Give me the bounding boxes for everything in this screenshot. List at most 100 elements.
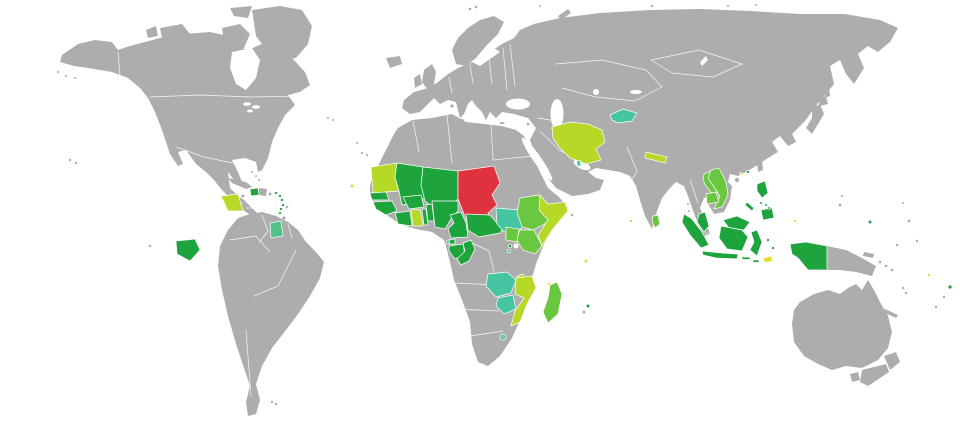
- region-suriname: [269, 220, 284, 239]
- country-borders: [117, 43, 743, 397]
- region-indonesia-lesser-sunda: [752, 259, 760, 263]
- island-dot: [727, 5, 729, 7]
- island-dot: [74, 161, 78, 165]
- border-line: [245, 329, 252, 397]
- border-line: [537, 117, 557, 122]
- border-line: [492, 155, 535, 161]
- island-dot: [650, 4, 654, 8]
- island-dot: [755, 4, 757, 6]
- region-ghana: [410, 208, 424, 227]
- region-hong-kong: [746, 170, 750, 174]
- island-dot: [838, 203, 842, 207]
- island-dot: [895, 243, 899, 247]
- island-dot: [468, 7, 472, 11]
- landmass-south-america: [218, 212, 324, 416]
- island-dot: [901, 286, 905, 290]
- border-line: [229, 235, 271, 253]
- region-mauritania: [370, 162, 400, 194]
- island-dot: [934, 305, 938, 309]
- great-lake: [252, 105, 260, 109]
- island-dot: [884, 264, 888, 268]
- border-line: [490, 123, 494, 161]
- region-cote-divoire: [394, 210, 413, 227]
- region-micronesia: [867, 219, 873, 225]
- region-saint-kitts: [274, 191, 278, 195]
- lakes-and-seas: [230, 48, 708, 249]
- border-line: [555, 59, 663, 102]
- island-dot: [327, 117, 329, 119]
- region-rwanda: [507, 243, 513, 249]
- papua-new-guinea: [827, 246, 876, 276]
- region-indonesia-maluku: [771, 246, 775, 250]
- island-dot: [255, 175, 257, 177]
- island-dot: [499, 122, 505, 124]
- region-indonesia-sumatra: [681, 213, 710, 249]
- island-dot: [258, 179, 260, 181]
- region-somalia: [537, 194, 569, 247]
- landmass-eurasia: [402, 9, 898, 236]
- baltic-sea: [472, 48, 500, 66]
- island-dot: [57, 71, 59, 73]
- landmass-greenland: [252, 6, 312, 60]
- region-burkina-faso: [402, 194, 425, 210]
- japan-sakhalin: [806, 76, 830, 134]
- island-dot: [241, 194, 245, 198]
- black-sea: [506, 98, 530, 110]
- island-dot: [460, 119, 464, 123]
- caribbean-gray-islands: [228, 178, 267, 196]
- tasmania: [850, 372, 860, 382]
- island-dot: [282, 216, 286, 220]
- region-nigeria: [431, 200, 459, 230]
- border-line: [626, 146, 638, 184]
- region-palau: [793, 219, 797, 223]
- region-senegal: [369, 191, 390, 201]
- region-nicaragua: [220, 193, 244, 212]
- island-dot: [570, 213, 574, 217]
- border-line: [446, 114, 453, 164]
- region-mauritius: [585, 303, 591, 309]
- island-dot: [890, 268, 894, 272]
- island-dot: [450, 104, 454, 108]
- region-timor-leste: [762, 255, 774, 264]
- border-line: [287, 223, 293, 239]
- region-qatar: [576, 159, 582, 167]
- region-cape-verde: [349, 183, 355, 189]
- border-line: [689, 179, 699, 204]
- minor-gray-islands: [57, 4, 946, 406]
- island-dot: [360, 151, 364, 155]
- british-isles: [414, 64, 436, 90]
- island-dot: [74, 77, 76, 79]
- region-guinea: [372, 200, 398, 216]
- island-dot: [65, 75, 67, 77]
- lake-baikal: [700, 56, 708, 66]
- colored-regions: [175, 108, 953, 341]
- border-line: [412, 120, 420, 153]
- island-dot: [907, 219, 911, 223]
- island-dot: [734, 177, 740, 183]
- island-dot: [285, 205, 289, 209]
- island-dot: [904, 291, 908, 295]
- border-line: [253, 249, 297, 297]
- region-togo: [421, 208, 429, 226]
- island-dot: [942, 295, 946, 299]
- landmass-iceland: [386, 56, 402, 68]
- region-indonesia-west-papua: [789, 241, 828, 271]
- island-dot: [451, 98, 455, 102]
- island-dot: [251, 171, 253, 173]
- region-tuvalu: [927, 273, 931, 277]
- border-line: [175, 146, 234, 164]
- region-fiji: [947, 284, 953, 290]
- border-line: [448, 76, 453, 94]
- island-dot: [332, 119, 334, 121]
- island-dot: [539, 5, 541, 7]
- island-dot: [878, 260, 882, 264]
- border-line: [469, 241, 495, 272]
- region-uganda: [505, 226, 520, 243]
- island-dot: [526, 122, 530, 126]
- island-dot: [902, 202, 904, 204]
- region-sao-tome-and-principe: [445, 239, 451, 245]
- region-grenada: [278, 211, 282, 215]
- island-dot: [558, 9, 571, 20]
- region-iran: [551, 121, 606, 165]
